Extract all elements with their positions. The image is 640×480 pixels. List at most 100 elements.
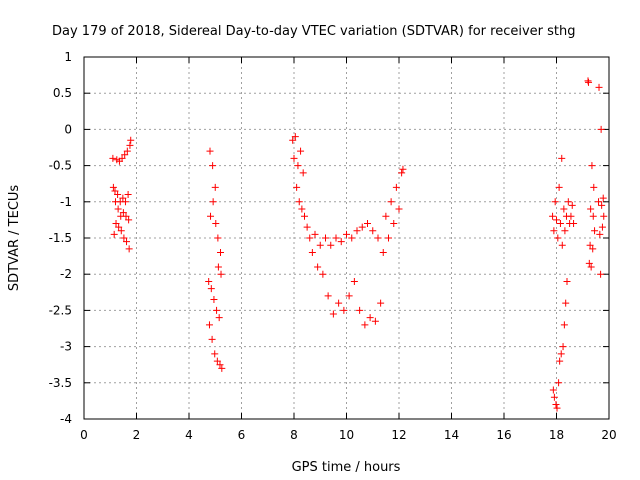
data-point	[366, 314, 374, 322]
data-point	[390, 220, 398, 228]
data-point	[379, 248, 387, 256]
data-point	[114, 205, 122, 213]
data-point	[112, 220, 120, 228]
data-point	[314, 263, 322, 271]
data-point	[217, 270, 225, 278]
data-point	[591, 227, 599, 235]
data-point	[217, 248, 224, 256]
data-point	[319, 270, 327, 278]
data-point	[121, 198, 129, 206]
data-point	[322, 234, 329, 242]
data-point	[208, 335, 216, 343]
data-point	[123, 238, 131, 246]
data-point	[306, 234, 314, 242]
data-point	[387, 198, 395, 206]
data-point	[114, 191, 122, 199]
data-point	[109, 183, 117, 191]
data-point	[205, 277, 213, 285]
data-point	[561, 227, 569, 235]
x-tick-label: 8	[290, 428, 298, 442]
data-point	[595, 83, 603, 91]
data-point	[125, 245, 133, 253]
data-point	[215, 314, 223, 322]
data-point	[337, 238, 345, 246]
data-point	[125, 216, 133, 224]
x-tick-label: 14	[444, 428, 459, 442]
data-point	[205, 321, 213, 329]
data-point	[595, 198, 602, 206]
x-tick-label: 16	[496, 428, 511, 442]
data-point	[567, 212, 575, 220]
y-tick-label: -4	[60, 412, 72, 426]
data-point	[587, 263, 595, 271]
data-point	[395, 205, 403, 213]
y-tick-label: 0.5	[53, 86, 72, 100]
data-point	[551, 198, 559, 206]
data-point	[110, 230, 118, 238]
y-axis-label: SDTVAR / TECUs	[7, 185, 22, 292]
data-point	[559, 343, 567, 351]
series-arc-5	[584, 77, 608, 278]
data-point	[298, 205, 306, 213]
x-axis-label: GPS time / hours	[292, 460, 401, 475]
data-point	[590, 183, 598, 191]
data-point	[598, 201, 606, 209]
data-point	[206, 147, 214, 155]
y-tick-label: -2	[60, 267, 72, 281]
data-point	[600, 212, 608, 220]
data-point	[597, 125, 605, 133]
x-tick-label: 20	[601, 428, 616, 442]
y-tick-label: 1	[64, 50, 72, 64]
x-tick-label: 0	[80, 428, 88, 442]
grid-lines	[84, 57, 609, 419]
data-point	[207, 212, 215, 220]
data-point	[209, 162, 217, 170]
data-point	[316, 241, 324, 249]
data-point	[120, 234, 128, 242]
data-point	[361, 321, 369, 329]
data-point	[599, 194, 607, 202]
data-point	[335, 299, 343, 307]
series-arc-4	[549, 154, 578, 412]
data-point	[369, 227, 377, 235]
data-point	[558, 154, 566, 162]
data-point	[115, 223, 123, 231]
data-point	[564, 198, 572, 206]
data-point	[293, 183, 301, 191]
data-point	[214, 263, 222, 271]
data-point	[303, 223, 311, 231]
data-point	[374, 234, 382, 242]
data-point	[392, 183, 400, 191]
data-point	[111, 187, 119, 195]
data-point	[382, 212, 390, 220]
x-tick-label: 18	[549, 428, 564, 442]
data-point	[290, 154, 298, 162]
data-point	[550, 393, 558, 401]
data-point	[549, 386, 557, 394]
data-point	[121, 151, 129, 159]
data-point	[371, 317, 379, 325]
data-point	[127, 136, 135, 144]
data-point	[324, 292, 332, 300]
data-point	[297, 147, 305, 155]
data-point	[340, 306, 348, 314]
x-tick-label: 10	[339, 428, 354, 442]
data-point	[588, 162, 596, 170]
data-point	[562, 299, 570, 307]
data-points	[109, 77, 608, 412]
data-point	[308, 248, 316, 256]
data-point	[122, 212, 130, 220]
data-point	[385, 234, 392, 242]
data-point	[291, 133, 299, 141]
data-point	[358, 223, 366, 231]
x-tick-label: 12	[391, 428, 406, 442]
data-point	[589, 212, 597, 220]
series-arc-3	[289, 133, 407, 329]
data-point	[563, 277, 571, 285]
data-point	[364, 220, 371, 228]
data-point	[377, 299, 385, 307]
y-tick-label: 0	[64, 122, 72, 136]
data-point	[123, 147, 131, 155]
data-point	[555, 183, 563, 191]
data-point	[589, 245, 597, 253]
